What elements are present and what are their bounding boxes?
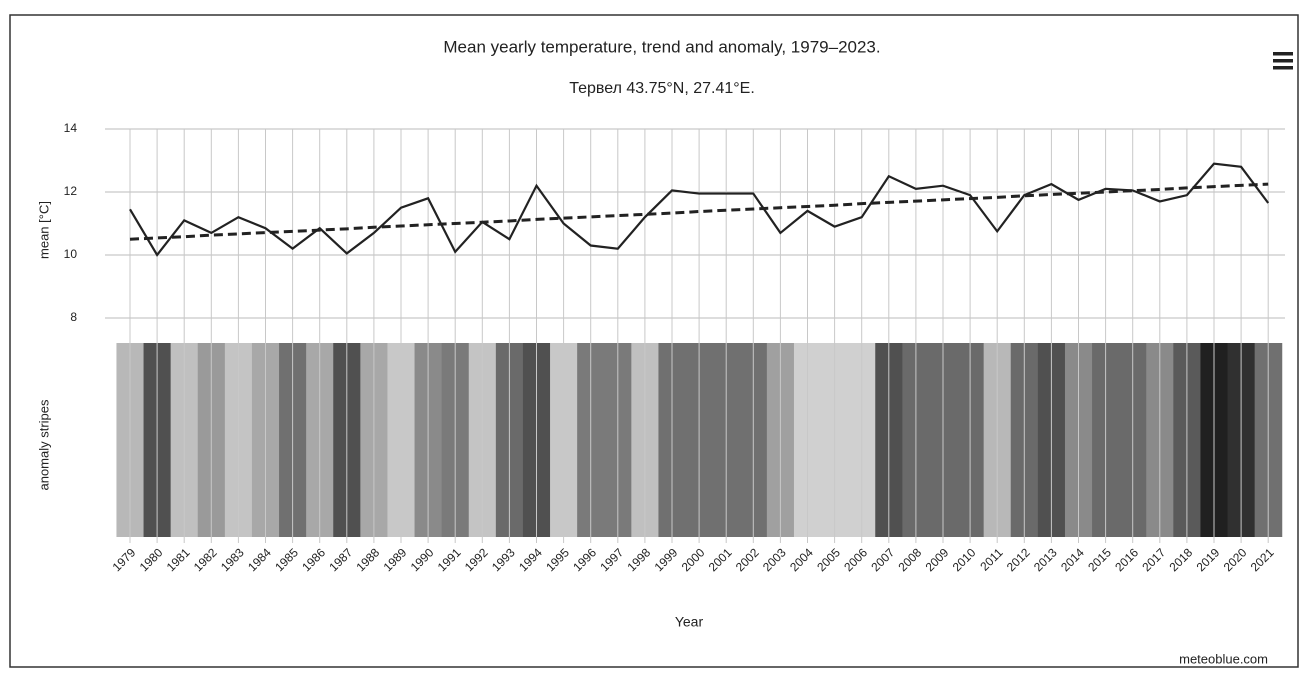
x-tick-label: 1983 [218,545,247,574]
x-tick-label: 2006 [841,545,870,574]
x-tick-label: 2004 [787,545,816,574]
x-tick-label: 2009 [923,545,952,574]
x-tick-label: 2002 [733,545,762,574]
x-tick-label: 1994 [516,545,545,574]
x-tick-label: 1988 [353,545,382,574]
frame [9,14,1299,668]
x-tick-label: 1990 [408,545,437,574]
x-tick-label: 1992 [462,545,491,574]
chart-title: Mean yearly temperature, trend and anoma… [443,37,880,56]
y-tick-label: 14 [64,121,78,135]
x-tick-label: 1980 [137,545,166,574]
x-tick-label: 2003 [760,545,789,574]
x-tick-label: 2016 [1112,545,1141,574]
x-tick-label: 1986 [299,545,328,574]
x-tick-label: 2001 [706,545,735,574]
x-tick-label: 1987 [326,545,355,574]
y-tick-label: 8 [70,310,77,324]
x-tick-label: 2007 [868,545,897,574]
x-tick-label: 2017 [1139,545,1168,574]
x-tick-label: 1991 [435,545,464,574]
y-tick-label: 12 [64,184,78,198]
credit: meteoblue.com [1179,651,1268,666]
x-tick-label: 2011 [977,545,1005,573]
x-tick-label: 1979 [110,545,139,574]
x-tick-label: 2005 [814,545,843,574]
x-tick-label: 1989 [381,545,410,574]
x-tick-label: 2012 [1004,545,1033,574]
x-tick-label: 1982 [191,545,220,574]
x-tick-label: 1981 [164,545,193,574]
x-tick-label: 2008 [895,545,924,574]
x-tick-label: 2014 [1058,545,1087,574]
x-tick-label: 1999 [652,545,681,574]
data-line [129,162,1270,257]
x-tick-label: 1985 [272,545,301,574]
y-axis-label: mean [°C] [36,201,51,259]
x-tick-label: 1996 [570,545,599,574]
x-tick-label: 2013 [1031,545,1060,574]
menu-icon[interactable] [1273,52,1293,70]
x-tick-label: 1998 [624,545,653,574]
x-axis-label: Year [675,614,704,630]
x-tick-label: 1993 [489,545,518,574]
x-tick-label: 2021 [1248,545,1277,574]
x-tick-label: 2010 [950,545,979,574]
x-tick-label: 1995 [543,545,572,574]
x-tick-label: 1997 [597,545,626,574]
chart-subtitle: Тервел 43.75°N, 27.41°E. [569,80,755,97]
x-tick-label: 2019 [1194,545,1223,574]
x-tick-label: 1984 [245,545,274,574]
stripes-label: anomaly stripes [36,399,51,491]
x-tick-label: 2020 [1221,545,1250,574]
trend-line [129,182,1269,241]
x-tick-label: 2015 [1085,545,1114,574]
y-tick-label: 10 [64,247,78,261]
x-tick-label: 2000 [679,545,708,574]
x-tick-label: 2018 [1166,545,1195,574]
